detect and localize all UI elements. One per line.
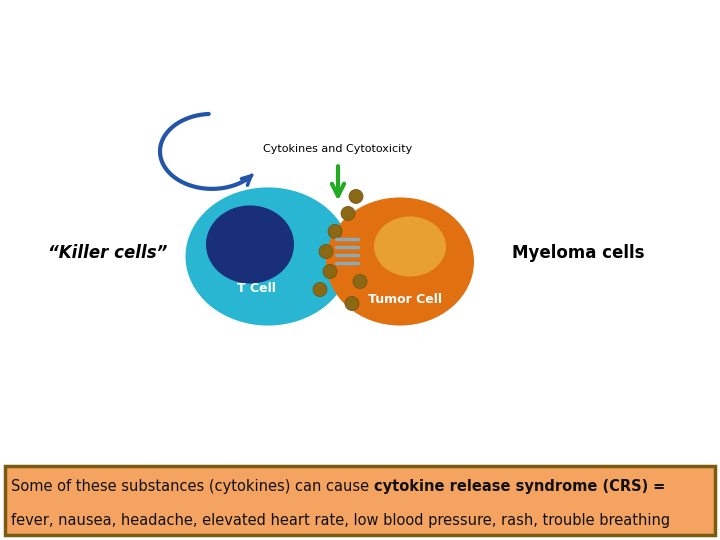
FancyBboxPatch shape (5, 467, 715, 535)
Text: “Bispecific T cell Engagers”: “Bispecific T cell Engagers” (236, 52, 484, 70)
Circle shape (345, 296, 359, 310)
Text: Tumor Cell: Tumor Cell (368, 293, 442, 306)
Ellipse shape (186, 187, 351, 326)
Text: “Killer cells”: “Killer cells” (48, 245, 168, 262)
Circle shape (353, 274, 367, 288)
Text: cytokine release syndrome (CRS): cytokine release syndrome (CRS) (374, 480, 648, 494)
Text: Myeloma cells: Myeloma cells (512, 245, 644, 262)
Text: T Cell: T Cell (237, 282, 276, 295)
Ellipse shape (206, 205, 294, 284)
Circle shape (319, 245, 333, 259)
Circle shape (328, 225, 342, 239)
Circle shape (349, 190, 363, 204)
Circle shape (313, 282, 327, 296)
Circle shape (323, 265, 337, 279)
Text: fever, nausea, headache, elevated heart rate, low blood pressure, rash, trouble : fever, nausea, headache, elevated heart … (11, 513, 670, 528)
Ellipse shape (326, 198, 474, 326)
Text: =: = (648, 480, 665, 494)
Text: BiTEs: BiTEs (313, 8, 407, 36)
Circle shape (341, 206, 355, 220)
Ellipse shape (374, 217, 446, 276)
Text: Some of these substances (cytokines) can cause: Some of these substances (cytokines) can… (11, 480, 374, 494)
Text: Cytokines and Cytotoxicity: Cytokines and Cytotoxicity (264, 144, 413, 154)
